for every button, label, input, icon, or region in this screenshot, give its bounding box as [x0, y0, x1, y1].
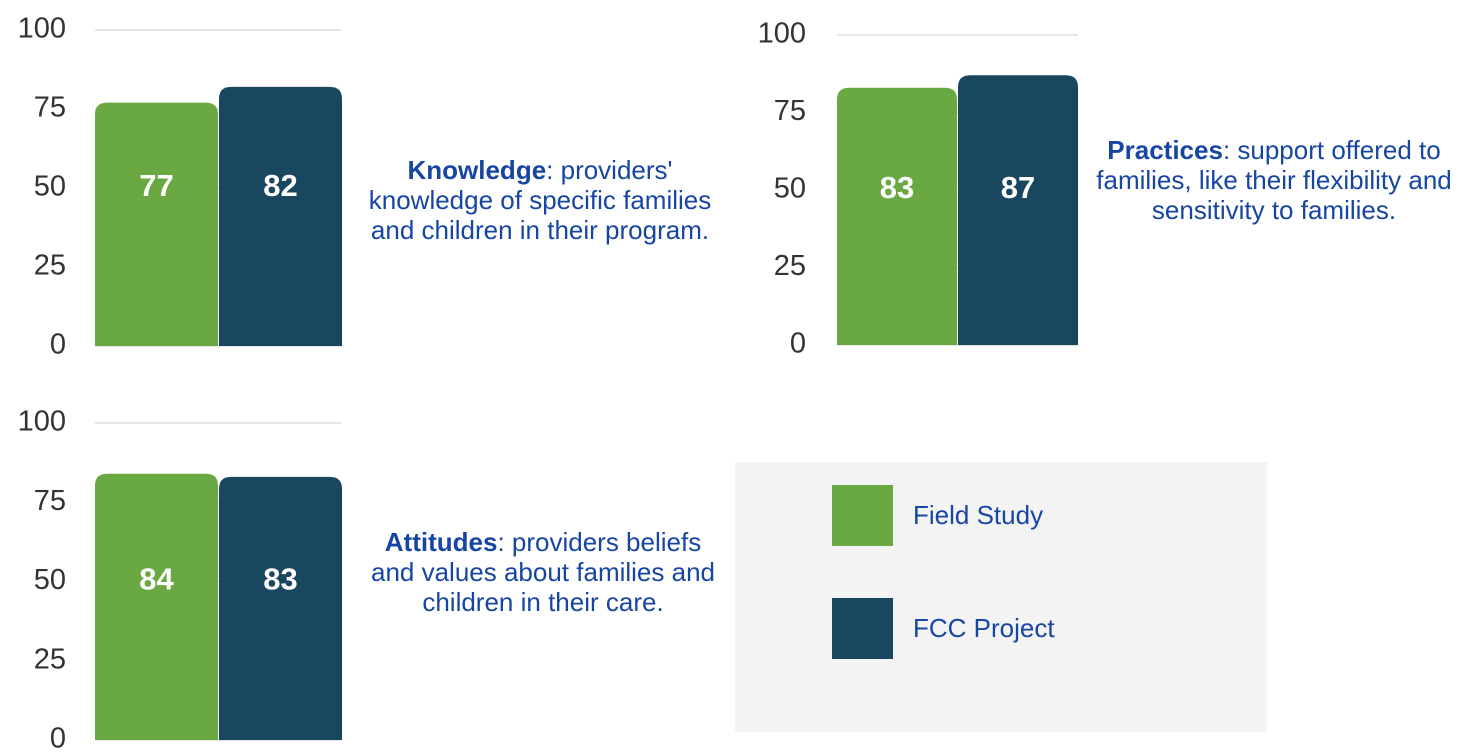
bar — [837, 87, 957, 345]
y-tick-label: 100 — [18, 406, 66, 438]
description-text: : providers beliefs and values about fam… — [370, 527, 715, 617]
y-tick-label: 100 — [18, 13, 66, 45]
description: Practices: support offered to families, … — [1085, 135, 1463, 225]
legend-label: Field Study — [913, 500, 1044, 530]
bar — [958, 75, 1078, 346]
bar — [95, 473, 218, 740]
y-tick-label: 75 — [34, 92, 66, 124]
description-text: : providers' knowledge of specific famil… — [368, 155, 712, 245]
y-tick-label: 75 — [774, 95, 806, 127]
legend: Field Study FCC Project — [735, 462, 1267, 732]
y-tick-label: 0 — [50, 723, 66, 754]
legend-swatch — [832, 485, 893, 546]
y-tick-label: 75 — [34, 485, 66, 517]
description-label: Attitudes — [384, 527, 498, 557]
y-tick-label: 25 — [774, 250, 806, 282]
description: Attitudes: providers beliefs and values … — [362, 527, 724, 617]
value-label: 87 — [1001, 170, 1035, 205]
y-tick-label: 0 — [790, 328, 806, 360]
value-label: 84 — [139, 562, 174, 597]
y-tick-label: 25 — [34, 643, 66, 675]
description-text: : support offered to families, like thei… — [1096, 135, 1452, 225]
y-tick-label: 50 — [34, 171, 66, 203]
value-label: 77 — [139, 168, 173, 203]
y-tick-label: 50 — [34, 564, 66, 596]
description-label: Knowledge — [407, 155, 547, 185]
y-tick-label: 25 — [34, 250, 66, 282]
description-label: Practices — [1107, 135, 1223, 165]
description: Knowledge: providers' knowledge of speci… — [355, 155, 725, 245]
legend-label: FCC Project — [913, 613, 1055, 643]
value-label: 83 — [263, 562, 297, 597]
bar — [219, 86, 342, 346]
legend-swatch — [832, 598, 893, 659]
value-label: 83 — [880, 170, 914, 205]
y-tick-label: 0 — [50, 329, 66, 361]
bar — [219, 476, 342, 740]
y-tick-label: 100 — [758, 18, 806, 50]
y-tick-label: 50 — [774, 173, 806, 205]
value-label: 82 — [263, 168, 297, 203]
bar — [95, 102, 218, 347]
